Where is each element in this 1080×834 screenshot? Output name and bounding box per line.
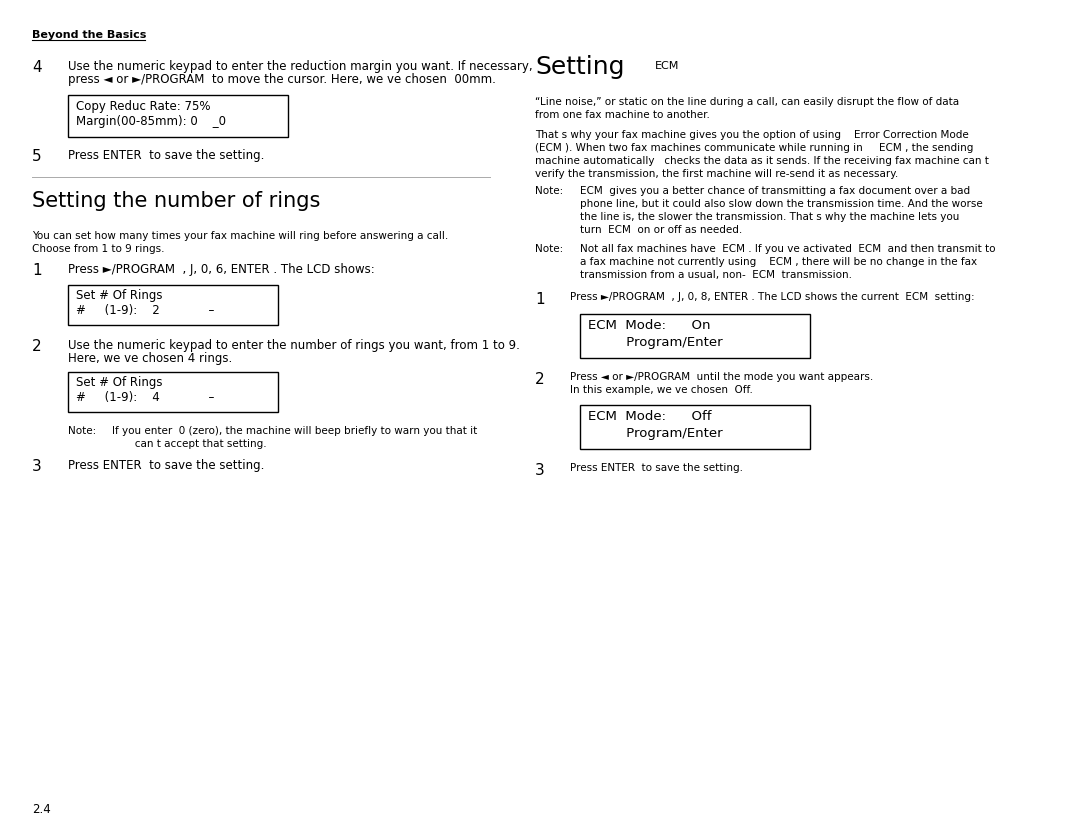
Text: Press ENTER  to save the setting.: Press ENTER to save the setting. [570,463,743,473]
Text: 4: 4 [32,60,42,75]
Bar [68,372,278,412]
Text: Setting the number of rings: Setting the number of rings [32,191,321,211]
Text: a fax machine not currently using    ECM , there will be no change in the fax: a fax machine not currently using ECM , … [580,257,977,267]
Text: Use the numeric keypad to enter the reduction margin you want. If necessary,: Use the numeric keypad to enter the redu… [68,60,532,73]
Text: Press ENTER  to save the setting.: Press ENTER to save the setting. [68,149,265,162]
Text: turn  ECM  on or off as needed.: turn ECM on or off as needed. [580,225,742,235]
Text: Set # Of Rings: Set # Of Rings [76,289,162,302]
Text: transmission from a usual, non-  ECM  transmission.: transmission from a usual, non- ECM tran… [580,270,852,280]
Text: ECM: ECM [654,61,679,71]
Text: Not all fax machines have  ECM . If you ve activated  ECM  and then transmit to: Not all fax machines have ECM . If you v… [580,244,996,254]
Text: ECM  gives you a better chance of transmitting a fax document over a bad: ECM gives you a better chance of transmi… [580,186,970,196]
Text: 2: 2 [32,339,42,354]
Text: Setting: Setting [535,55,624,79]
Text: 1: 1 [535,292,544,307]
Text: #     (1-9):    4             –: # (1-9): 4 – [76,391,214,404]
Text: Note:: Note: [535,244,564,254]
Text: Press ►/PROGRAM  , J, 0, 8, ENTER . The LCD shows the current  ECM  setting:: Press ►/PROGRAM , J, 0, 8, ENTER . The L… [570,292,974,302]
Text: Press ►/PROGRAM  , J, 0, 6, ENTER . The LCD shows:: Press ►/PROGRAM , J, 0, 6, ENTER . The L… [68,263,375,276]
Text: “Line noise,” or static on the line during a call, can easily disrupt the flow o: “Line noise,” or static on the line duri… [535,97,959,107]
Bar [68,285,278,325]
Text: Press ◄ or ►/PROGRAM  until the mode you want appears.: Press ◄ or ►/PROGRAM until the mode you … [570,372,874,382]
Text: can t accept that setting.: can t accept that setting. [112,439,267,449]
Text: Margin(00-85mm): 0    _0: Margin(00-85mm): 0 _0 [76,115,226,128]
Text: 2: 2 [535,372,544,387]
Text: Program/Enter: Program/Enter [588,427,723,440]
Text: from one fax machine to another.: from one fax machine to another. [535,110,710,120]
Text: 3: 3 [32,459,42,474]
Text: Copy Reduc Rate: 75%: Copy Reduc Rate: 75% [76,100,211,113]
Bar [580,405,810,449]
Text: If you enter  0 (zero), the machine will beep briefly to warn you that it: If you enter 0 (zero), the machine will … [112,426,477,436]
Text: ECM  Mode:      On: ECM Mode: On [588,319,711,332]
Text: 3: 3 [535,463,544,478]
Text: machine automatically   checks the data as it sends. If the receiving fax machin: machine automatically checks the data as… [535,156,989,166]
Text: Choose from 1 to 9 rings.: Choose from 1 to 9 rings. [32,244,164,254]
Text: Note:: Note: [68,426,96,436]
Text: That s why your fax machine gives you the option of using    Error Correction Mo: That s why your fax machine gives you th… [535,130,969,140]
Text: Program/Enter: Program/Enter [588,336,723,349]
Text: (ECM ). When two fax machines communicate while running in     ECM , the sending: (ECM ). When two fax machines communicat… [535,143,973,153]
Text: 1: 1 [32,263,42,278]
Text: press ◄ or ►/PROGRAM  to move the cursor. Here, we ve chosen  00mm.: press ◄ or ►/PROGRAM to move the cursor.… [68,73,496,86]
Text: 2.4: 2.4 [32,803,51,816]
Text: Here, we ve chosen 4 rings.: Here, we ve chosen 4 rings. [68,352,232,365]
Text: Use the numeric keypad to enter the number of rings you want, from 1 to 9.: Use the numeric keypad to enter the numb… [68,339,519,352]
Text: the line is, the slower the transmission. That s why the machine lets you: the line is, the slower the transmission… [580,212,959,222]
Text: phone line, but it could also slow down the transmission time. And the worse: phone line, but it could also slow down … [580,199,983,209]
Text: #     (1-9):    2             –: # (1-9): 2 – [76,304,214,317]
Text: Set # Of Rings: Set # Of Rings [76,376,162,389]
Text: Beyond the Basics: Beyond the Basics [32,30,147,40]
Bar [68,95,288,137]
Bar [580,314,810,358]
Text: verify the transmission, the first machine will re-send it as necessary.: verify the transmission, the first machi… [535,169,899,179]
Text: ECM  Mode:      Off: ECM Mode: Off [588,410,712,423]
Text: Note:: Note: [535,186,564,196]
Text: In this example, we ve chosen  Off.: In this example, we ve chosen Off. [570,385,753,395]
Text: Press ENTER  to save the setting.: Press ENTER to save the setting. [68,459,265,472]
Text: 5: 5 [32,149,42,164]
Text: You can set how many times your fax machine will ring before answering a call.: You can set how many times your fax mach… [32,231,448,241]
